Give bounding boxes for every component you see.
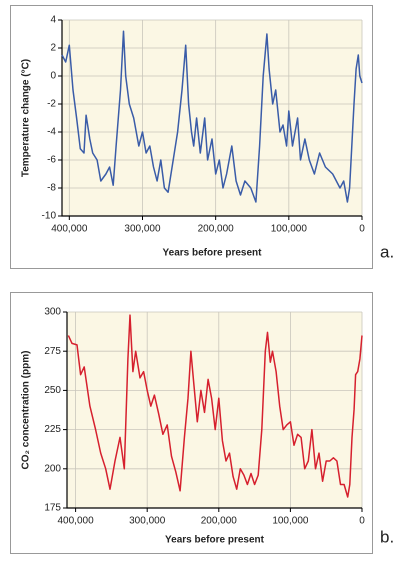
x-tick-label: 200,000 xyxy=(198,224,235,235)
y-tick-label: 225 xyxy=(44,424,61,435)
x-tick-label: 100,000 xyxy=(271,224,308,235)
y-tick-label: 250 xyxy=(44,385,61,396)
y-tick-label: 4 xyxy=(50,15,56,26)
y-tick-label: 2 xyxy=(50,43,56,54)
x-tick-label: 100,000 xyxy=(272,516,309,527)
y-axis-title: Temperature change (°C) xyxy=(21,59,32,177)
axis-line xyxy=(66,312,362,509)
data-line xyxy=(67,314,363,498)
y-tick-label: -8 xyxy=(47,183,56,194)
panel-label: a. xyxy=(380,242,394,261)
x-axis-title: Years before present xyxy=(165,535,265,546)
axis-line xyxy=(61,20,362,217)
y-tick-label: -4 xyxy=(47,127,56,138)
y-tick-label: 200 xyxy=(44,463,61,474)
y-tick-label: -2 xyxy=(47,99,56,110)
x-tick-label: 0 xyxy=(359,224,365,235)
y-tick-label: 0 xyxy=(50,71,56,82)
plot-area xyxy=(62,20,362,216)
x-tick-label: 200,000 xyxy=(201,516,238,527)
y-tick-label: 300 xyxy=(44,307,61,318)
x-tick-label: 0 xyxy=(359,516,365,527)
x-tick-label: 300,000 xyxy=(129,516,166,527)
panel-label: b. xyxy=(380,527,394,546)
y-tick-label: -10 xyxy=(42,211,57,222)
x-tick-label: 400,000 xyxy=(51,224,88,235)
data-line xyxy=(61,30,363,203)
x-tick-label: 400,000 xyxy=(58,516,95,527)
plot-area xyxy=(67,312,362,508)
x-tick-label: 300,000 xyxy=(124,224,161,235)
y-tick-label: 175 xyxy=(44,503,61,514)
y-tick-label: 275 xyxy=(44,346,61,357)
y-axis-title: CO₂ concentration (ppm) xyxy=(21,351,32,470)
y-tick-label: -6 xyxy=(47,155,56,166)
x-axis-title: Years before present xyxy=(163,248,263,259)
